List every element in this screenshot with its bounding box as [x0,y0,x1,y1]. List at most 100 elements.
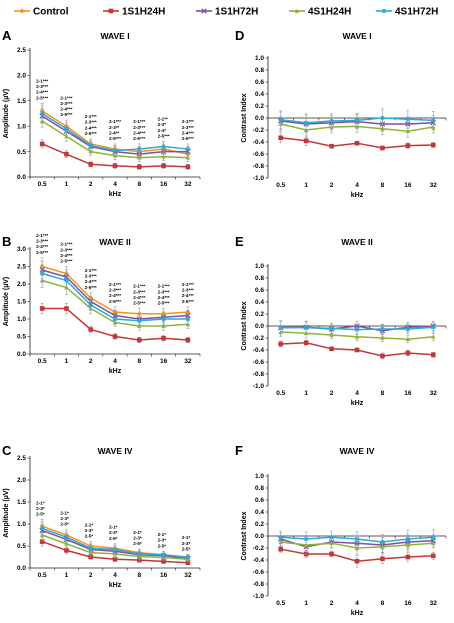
y-tick-label: -0.6 [253,569,265,576]
data-point [136,551,142,557]
x-tick-label: 16 [160,358,168,365]
data-point [278,324,284,330]
data-point [354,545,360,550]
x-tick-label: 1 [304,600,308,607]
data-point [39,141,45,147]
x-tick-label: 8 [381,182,385,189]
panel-f: F WAVE IV 1.0 0.8 0.6 0.4 0.2 0.0 -0.2 -0.4 -0.6 -0… [235,443,447,617]
significance-label: 2-5*** [158,301,170,306]
series-1s1h24h [278,340,436,360]
y-tick-label: 1.0 [17,316,26,323]
significance-label: 2-4*** [133,130,145,135]
x-tick-label: 8 [137,358,141,365]
y-axis-label: Contrast Index [241,511,248,560]
legend: Control 1S1H24H 1S1H72H 4S1H24H 4S1H72H [14,7,438,18]
data-point [354,536,360,542]
data-point [278,546,284,552]
data-point [430,334,436,339]
data-point [185,560,191,566]
legend-label: 1S1H72H [215,7,258,18]
x-tick-label: 1 [304,182,308,189]
data-point [88,149,94,154]
significance-label: 2-1*** [182,119,194,124]
y-tick-label: 0.5 [17,543,26,550]
significance-label: 2-1*** [182,282,194,287]
x-tick-label: 32 [184,572,192,579]
x-tick-label: 32 [184,181,192,188]
y-tick-label: 2.0 [17,73,26,80]
legend-marker-4s1h72h [381,8,387,14]
y-tick-label: 0.0 [255,533,264,540]
series-4s1h72h [39,264,191,327]
data-point [185,164,191,170]
data-point [303,536,309,542]
data-point [430,553,436,559]
data-point [161,559,166,564]
y-tick-label: 2.5 [17,264,26,271]
significance-label: 2-1*** [36,79,48,84]
data-point [161,154,166,159]
x-tick-label: 2 [89,572,93,579]
panel-a: A WAVE I 0.0 0.5 1.0 1.5 2.0 2.5 0.5 1 2 4 8 16 32 kHz A… [2,28,201,198]
data-point [64,151,69,157]
panel-letter: A [2,28,12,43]
y-tick-label: -1.0 [253,175,265,182]
significance-label: 2-5*** [133,136,145,141]
x-tick-label: 2 [89,358,93,365]
data-point [88,327,94,332]
data-point [88,554,94,560]
panel-title: WAVE II [341,237,373,247]
data-point [161,323,166,328]
legend-item-1s1h24h: 1S1H24H [103,7,165,18]
y-tick-label: -0.2 [253,127,265,134]
y-tick-label: 1.0 [255,473,264,480]
data-point [303,120,309,126]
data-point [39,526,45,531]
x-tick-label: 1 [65,358,69,365]
data-point [39,271,45,276]
data-point [329,326,334,331]
data-point [380,115,385,121]
x-tick-label: 1 [304,390,308,397]
data-point [185,146,191,152]
x-tick-label: 2 [330,600,334,607]
data-point [161,163,166,169]
x-tick-label: 4 [355,600,359,607]
y-tick-label: -1.0 [253,593,265,600]
significance-label: 2-3*** [109,288,121,293]
panel-title: WAVE IV [340,446,375,456]
panel-title: WAVE IV [98,446,133,456]
y-tick-label: 1.5 [17,499,26,506]
significance-label: 2-3* [36,506,45,511]
x-tick-label: 8 [137,572,141,579]
y-tick-label: 0.4 [255,299,264,306]
x-tick-label: 8 [381,390,385,397]
significance-label: 2-3* [158,122,167,127]
data-point [405,128,411,134]
significance-label: 2-3*** [85,120,97,125]
x-tick-label: 32 [430,600,438,607]
y-tick-label: 1.5 [17,299,26,306]
y-tick-label: 0.5 [17,149,26,156]
significance-label: 2-1*** [109,282,121,287]
significance-label: 2-1* [158,532,167,537]
significance-label: 2-1* [85,522,94,527]
y-axis-label: Amplitude (µV) [3,277,10,327]
significance-label: 2-1*** [133,119,145,124]
data-point [278,534,284,540]
x-tick-label: 32 [184,358,192,365]
legend-marker-control [19,8,25,14]
significance-label: 2-1*** [85,268,97,273]
legend-marker-1s1h24h [108,8,114,14]
panel-b: B WAVE II 0.0 0.5 1.0 1.5 2.0 2.5 3.0 0.5 1 2 4 8 16 32… [2,233,201,375]
data-point [430,534,436,540]
y-tick-label: 0.8 [255,67,264,74]
data-point [39,111,45,116]
legend-label: 1S1H24H [122,7,165,18]
panel-d: D WAVE I 1.0 0.8 0.6 0.4 0.2 0.0 -0.2 -0.4 -0.6 -0.… [235,28,447,199]
x-tick-label: 32 [430,390,438,397]
data-point [303,325,309,331]
panel-letter: C [2,443,12,458]
significance-label: 2-5*** [36,250,48,255]
